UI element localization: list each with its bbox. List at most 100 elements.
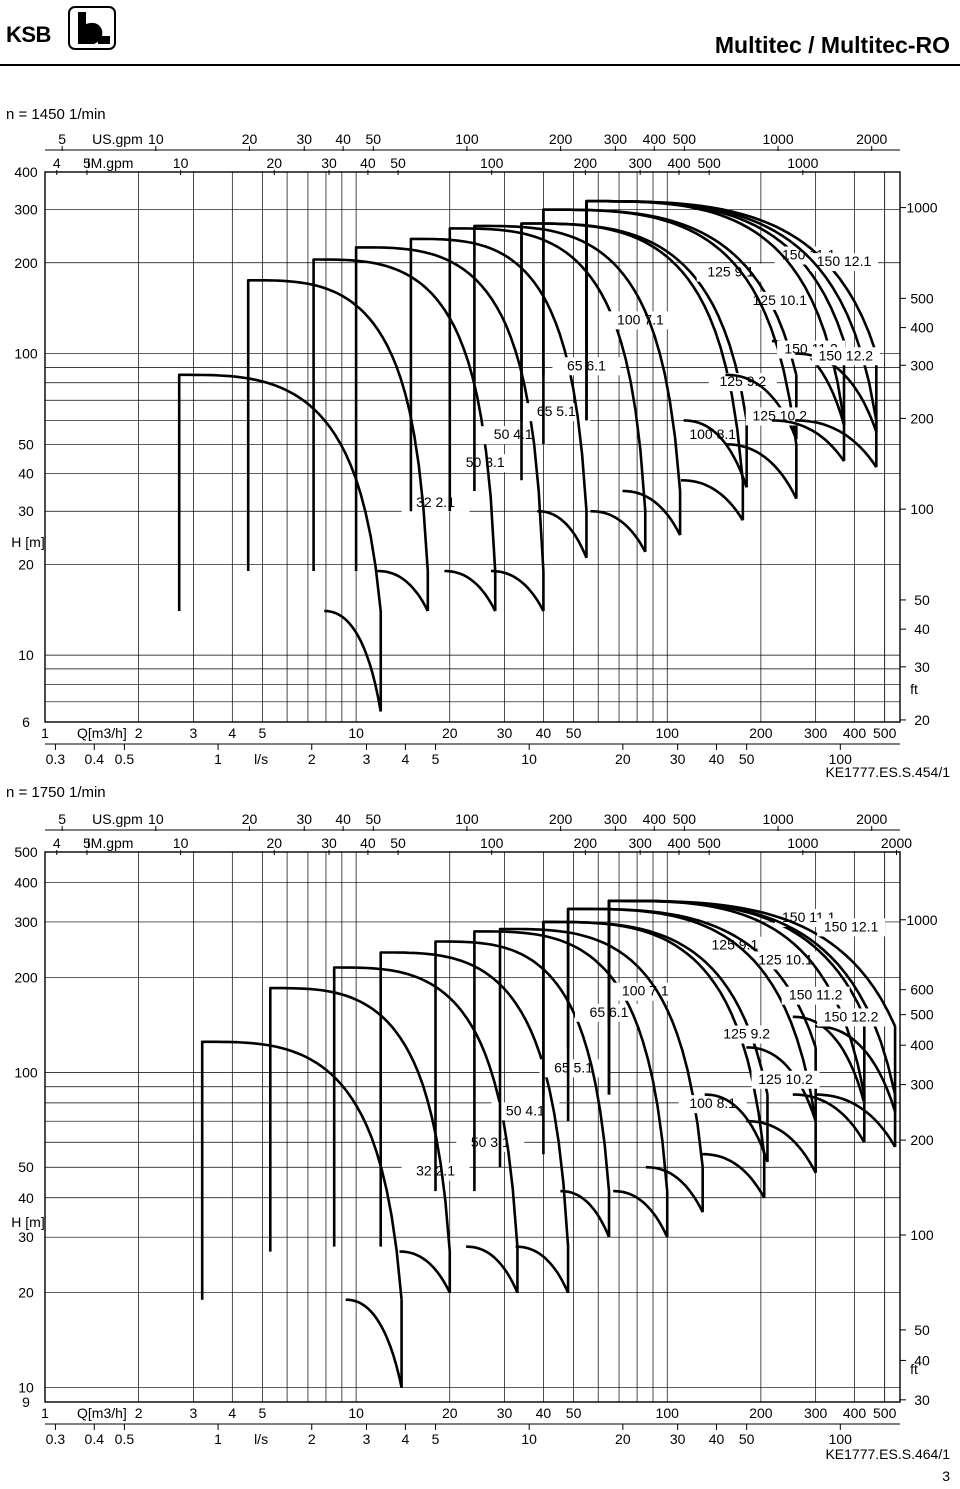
pump-curve-lower — [746, 1119, 817, 1174]
pump-size-label-bg — [811, 347, 880, 366]
l-s-tick-label: 30 — [670, 1431, 686, 1447]
pump-size-label-text: 125 10.2 — [758, 1071, 813, 1087]
x-tick-label: 300 — [804, 1405, 828, 1421]
right-axis-tick-label: 40 — [914, 621, 930, 637]
x-tick-label: 4 — [228, 725, 236, 741]
right-axis-tick-label: 50 — [914, 1322, 930, 1338]
pump-curve-lower — [377, 569, 429, 612]
pump-size-label: 150 12.2 — [811, 347, 880, 366]
top-axis-tick-label: 4 — [53, 155, 61, 171]
figure-ref-1450: KE1777.ES.S.454/1 — [825, 764, 950, 780]
right-axis-unit-label: ft — [910, 681, 918, 697]
right-axis-tick-label: 400 — [910, 320, 934, 336]
y-tick-label: 400 — [14, 164, 38, 180]
speed-label-1750: n = 1750 1/min — [6, 784, 106, 801]
x-tick-label: 3 — [190, 725, 198, 741]
y-tick-label: 30 — [18, 1229, 34, 1245]
top-axis-tick-label: 50 — [365, 131, 381, 147]
top-axis-tick-label: 500 — [697, 155, 721, 171]
pump-size-label-text: 150 12.1 — [824, 918, 879, 934]
pump-size-label-text: 125 9.2 — [723, 1026, 770, 1042]
top-axis-tick-label: 2000 — [856, 811, 887, 827]
x-tick-label: 50 — [566, 1405, 582, 1421]
y-axis-label: H [m] — [11, 1214, 44, 1230]
x-tick-label: 4 — [228, 1405, 236, 1421]
x-tick-label: 50 — [566, 725, 582, 741]
pump-size-label-text: 65 5.1 — [537, 403, 576, 419]
pump-curve-chart-1750: 5 US.gpm 10 20 30 40 50 100 200 300 400 500 1000 2000… — [11, 811, 938, 1447]
pump-size-label-text: 100 8.1 — [689, 1095, 736, 1111]
y-tick-label: 50 — [18, 1159, 34, 1175]
top-axis-tick-label: 300 — [604, 811, 628, 827]
pump-size-label-bg — [781, 986, 850, 1005]
pump-curve-upper — [498, 927, 704, 1168]
pump-curve-lower — [590, 509, 647, 553]
pump-size-label-text: 100 8.1 — [689, 426, 736, 442]
pump-curve-upper — [434, 940, 611, 1192]
top-axis-tick-label: 30 — [296, 131, 312, 147]
y-tick-label: 500 — [14, 844, 38, 860]
ksb-b-mark-icon — [68, 6, 116, 50]
top-axis-tick-label: 40 — [360, 155, 376, 171]
pump-curve-upper — [246, 279, 430, 572]
pump-curve-lower — [746, 1046, 817, 1122]
top-axis-unit-label: US.gpm — [92, 811, 143, 827]
top-axis-tick-label: 100 — [455, 131, 479, 147]
pump-curve-lower — [795, 352, 878, 433]
pump-size-label-bg — [451, 454, 520, 473]
top-axis-tick-label: 100 — [455, 811, 479, 827]
pump-curve-lower — [795, 419, 878, 468]
pump-curve-lower — [815, 1093, 897, 1148]
pump-size-label-text: 50 3.1 — [471, 1134, 510, 1150]
x-tick-label: 30 — [497, 725, 513, 741]
pump-size-label-bg — [611, 982, 680, 1001]
right-axis-tick-label: 400 — [910, 1037, 934, 1053]
y-tick-label: 100 — [14, 346, 38, 362]
pump-size-label: 100 7.1 — [606, 311, 675, 330]
pump-size-label: 65 5.1 — [539, 1059, 608, 1078]
x-tick-label: 100 — [656, 725, 680, 741]
right-axis-tick-label: 20 — [914, 712, 930, 728]
pump-curve-lower — [683, 419, 748, 488]
top-axis-tick-label: 500 — [673, 131, 697, 147]
l-s-tick-label: 20 — [615, 751, 631, 767]
top-axis-tick-label: 500 — [697, 835, 721, 851]
pump-curve-upper — [269, 986, 452, 1252]
top-axis-tick-label: 100 — [480, 835, 504, 851]
top-axis-tick-label: 20 — [266, 835, 282, 851]
l-s-tick-label: 100 — [829, 1431, 853, 1447]
pump-curve-lower — [725, 443, 798, 500]
top-axis-tick-label: 200 — [574, 835, 598, 851]
pump-curve-lower — [399, 1250, 451, 1294]
x-axis-label: Q[m3/h] — [77, 1405, 127, 1421]
x-tick-label: 100 — [656, 1405, 680, 1421]
l-s-tick-label: 1 — [214, 1431, 222, 1447]
l-s-tick-label: 0.4 — [85, 1431, 105, 1447]
pump-curve-upper — [177, 373, 382, 612]
pump-curve-upper — [200, 1040, 403, 1300]
top-axis-tick-label: 50 — [365, 811, 381, 827]
right-axis-tick-label: 300 — [910, 1077, 934, 1093]
right-axis-tick-label: 30 — [914, 1392, 930, 1408]
top-axis-tick-label: 5 — [58, 811, 66, 827]
x-tick-label: 10 — [348, 725, 364, 741]
pump-size-label: 150 11.2 — [781, 986, 850, 1005]
pump-curve-lower — [645, 1165, 704, 1213]
l-s-tick-label: 10 — [521, 751, 537, 767]
right-axis-tick-label: 1000 — [906, 200, 937, 216]
top-axis-tick-label: 4 — [53, 835, 61, 851]
y-tick-label: 50 — [18, 436, 34, 452]
y-tick-label: 40 — [18, 1190, 34, 1206]
top-axis-tick-label: 5 — [83, 155, 91, 171]
right-axis-tick-label: 600 — [910, 982, 934, 998]
top-axis-tick-label: 50 — [390, 155, 406, 171]
l-s-tick-label: 50 — [739, 751, 755, 767]
pump-curve-lower — [560, 1189, 611, 1238]
top-axis-tick-label: 10 — [148, 811, 164, 827]
x-tick-label: 500 — [873, 1405, 897, 1421]
top-axis-tick-label: 400 — [667, 155, 691, 171]
pump-curve-lower — [324, 609, 382, 712]
pump-size-label-text: 65 5.1 — [554, 1059, 593, 1075]
l-s-tick-label: 5 — [432, 1431, 440, 1447]
l-s-tick-label: 40 — [709, 1431, 725, 1447]
